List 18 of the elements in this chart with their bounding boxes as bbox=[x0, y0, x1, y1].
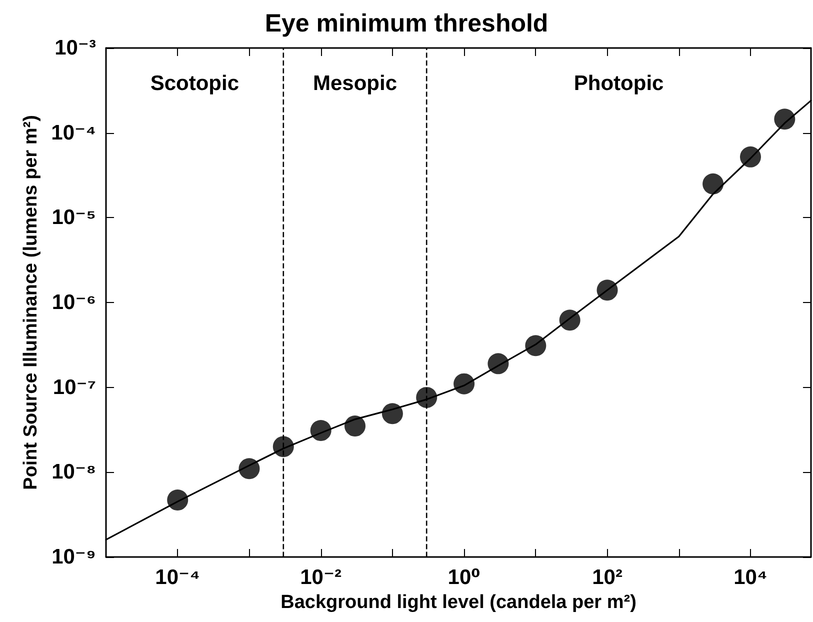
y-tick-label: 10⁻⁶ bbox=[52, 291, 96, 314]
x-tick-label: 10⁻⁴ bbox=[155, 566, 200, 589]
x-tick-label: 10⁻² bbox=[300, 566, 342, 589]
chart-title: Eye minimum threshold bbox=[264, 10, 548, 38]
y-tick-label: 10⁻⁴ bbox=[51, 121, 96, 144]
x-tick-label: 10² bbox=[592, 566, 622, 589]
x-tick-label: 10⁰ bbox=[448, 566, 480, 589]
y-tick-label: 10⁻⁵ bbox=[52, 206, 96, 230]
y-tick-label: 10⁻⁹ bbox=[52, 546, 96, 568]
y-tick-label: 10⁻⁷ bbox=[52, 376, 96, 399]
annotation: Scotopic bbox=[150, 72, 240, 95]
y-tick-label: 10⁻⁸ bbox=[52, 460, 96, 484]
x-axis-title: Background light level (candela per m²) bbox=[280, 592, 636, 613]
annotation: Photopic bbox=[574, 72, 664, 95]
y-axis-title: Point Source Illuminance (lumens per m²) bbox=[20, 115, 42, 490]
x-tick-label: 10⁴ bbox=[734, 566, 768, 589]
y-tick-label: 10⁻³ bbox=[54, 36, 96, 60]
annotation: Mesopic bbox=[312, 72, 398, 95]
